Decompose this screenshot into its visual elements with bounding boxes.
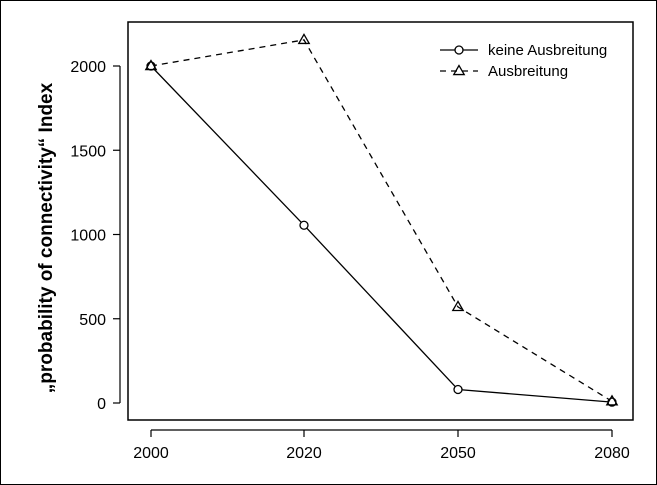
data-point-circle xyxy=(299,220,309,230)
data-point-triangle xyxy=(297,33,311,45)
y-tick-label: 0 xyxy=(97,396,106,413)
x-tick-label: 2000 xyxy=(133,445,169,462)
x-axis: 2000 2020 2050 2080 xyxy=(133,429,630,462)
y-tick-label: 1000 xyxy=(70,228,106,245)
data-point-triangle xyxy=(451,300,465,312)
y-axis-title: „probability of connectivity“ Index xyxy=(36,82,57,393)
x-tick-label: 2050 xyxy=(440,445,476,462)
y-tick-label: 2000 xyxy=(70,59,106,76)
legend-label: Ausbreitung xyxy=(488,63,568,80)
y-tick-label: 500 xyxy=(79,312,106,329)
plot-area-border xyxy=(127,21,634,421)
y-tick-label: 1500 xyxy=(70,143,106,160)
series-line-keine-ausbreitung xyxy=(150,65,613,403)
x-tick-label: 2020 xyxy=(286,445,322,462)
legend: keine Ausbreitung Ausbreitung xyxy=(440,42,607,80)
data-point-triangle xyxy=(144,59,158,71)
data-point-circle xyxy=(453,384,463,395)
series-line-ausbreitung xyxy=(150,39,613,402)
series-layer xyxy=(144,33,619,407)
legend-label: keine Ausbreitung xyxy=(488,42,607,59)
legend-marker-triangle xyxy=(452,64,466,76)
y-axis: 0 500 1000 1500 2000 xyxy=(70,59,121,413)
legend-marker-circle xyxy=(454,45,464,55)
x-tick-label: 2080 xyxy=(594,445,630,462)
data-point-triangle xyxy=(605,394,619,406)
